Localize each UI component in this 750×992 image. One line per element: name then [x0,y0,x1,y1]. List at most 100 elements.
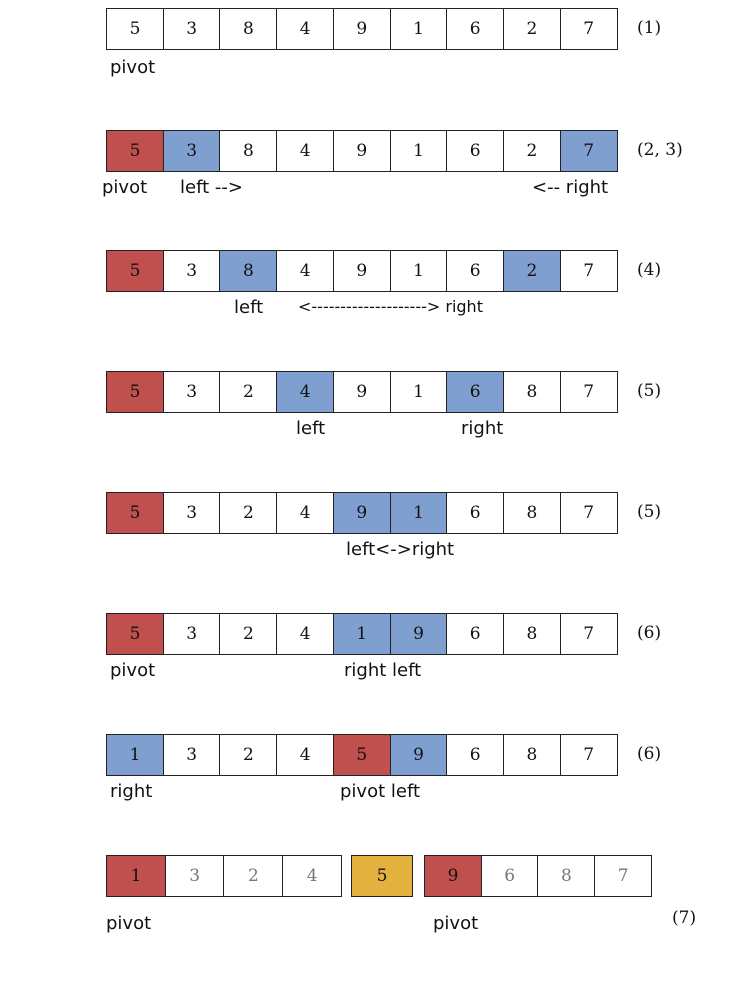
pivot-label: pivot [110,660,156,681]
swap-label: left<->right [346,539,455,560]
cell: 7 [559,734,618,776]
cell: 3 [162,492,221,534]
step-label: (4) [637,260,662,280]
cell: 1 [389,250,448,292]
cell: 3 [162,734,221,776]
cell: 3 [162,371,221,413]
left-label: left --> [180,177,243,198]
pivot-cell: 5 [106,250,164,292]
pivot-cell: 5 [106,492,164,534]
placed-pivot: 5 [351,855,413,897]
cell: 3 [162,613,221,655]
pivot-label: pivot [102,177,148,198]
step-label: (6) [637,623,662,643]
cell: 8 [502,492,561,534]
array-row-6: 5 3 2 4 1 9 6 8 7 [106,613,618,655]
cell: 4 [276,492,335,534]
array-row-3: 5 3 8 4 9 1 6 2 7 [106,250,618,292]
cell: 1 [389,8,448,50]
pivot-label: pivot [433,913,479,934]
right-pointer-cell: 7 [559,130,618,172]
cell: 6 [446,250,505,292]
cell: 8 [219,130,278,172]
cell: 4 [276,734,335,776]
left-label: left [234,297,264,318]
cell: 3 [162,250,221,292]
cell: 2 [219,613,278,655]
pivot-cell: 1 [106,855,166,897]
right-pointer-cell: 1 [389,492,448,534]
right-pointer-cell: 6 [446,371,505,413]
right-partition: 9 6 8 7 [424,855,653,897]
array-row-4: 5 3 2 4 9 1 6 8 7 [106,371,618,413]
cell: 7 [559,250,618,292]
left-pointer-cell: 9 [332,492,391,534]
placed-cell: 5 [351,855,413,897]
cell: 7 [559,613,618,655]
array-row-2: 5 3 8 4 9 1 6 2 7 [106,130,618,172]
pivot-cell: 5 [106,371,164,413]
cell: 9 [332,250,391,292]
pointer-labels: right left [344,660,422,681]
cell: 7 [559,371,618,413]
step-label: (5) [637,502,662,522]
cell: 8 [502,734,561,776]
cell: 6 [446,492,505,534]
array-row-7: 1 3 2 4 5 9 6 8 7 [106,734,618,776]
cell: 8 [502,371,561,413]
cell: 7 [559,8,618,50]
right-pointer-cell: 1 [332,613,391,655]
cell: 9 [332,8,391,50]
cell: 9 [332,130,391,172]
cell: 4 [276,8,335,50]
step-label: (5) [637,381,662,401]
right-label: <-- right [532,177,609,198]
array-row-5: 5 3 2 4 9 1 6 8 7 [106,492,618,534]
cell: 7 [559,492,618,534]
right-pointer-cell: 1 [106,734,164,776]
step-label: (1) [637,18,662,38]
cell: 3 [164,855,225,897]
cell: 2 [502,130,561,172]
left-pointer-cell: 3 [162,130,221,172]
right-label: right [461,418,504,439]
left-pointer-cell: 9 [389,613,448,655]
step-label: (7) [672,908,697,928]
cell: 6 [480,855,539,897]
right-label: <--------------------> right [298,297,483,316]
right-pointer-cell: 2 [502,250,561,292]
cell: 3 [162,8,221,50]
cell: 8 [537,855,596,897]
right-label: right [110,781,153,802]
left-pointer-cell: 4 [276,371,335,413]
pivot-cell: 5 [106,130,164,172]
pivot-label: pivot [110,57,156,78]
cell: 4 [282,855,343,897]
step-label: (6) [637,744,662,764]
left-pointer-cell: 8 [219,250,278,292]
cell: 2 [219,371,278,413]
left-partition: 1 3 2 4 [106,855,343,897]
cell: 6 [446,613,505,655]
cell: 2 [502,8,561,50]
cell: 1 [389,371,448,413]
cell: 4 [276,613,335,655]
cell: 2 [219,734,278,776]
pivot-label: pivot [106,913,152,934]
pivot-cell: 5 [332,734,391,776]
cell: 5 [106,8,164,50]
cell: 1 [389,130,448,172]
cell: 6 [446,130,505,172]
pointer-labels: pivot left [340,781,421,802]
cell: 8 [219,8,278,50]
step-label: (2, 3) [637,140,683,160]
cell: 6 [446,8,505,50]
cell: 2 [223,855,284,897]
array-row-1: 5 3 8 4 9 1 6 2 7 [106,8,618,50]
left-pointer-cell: 9 [389,734,448,776]
cell: 8 [502,613,561,655]
cell: 4 [276,250,335,292]
pivot-cell: 5 [106,613,164,655]
cell: 6 [446,734,505,776]
left-label: left [296,418,326,439]
